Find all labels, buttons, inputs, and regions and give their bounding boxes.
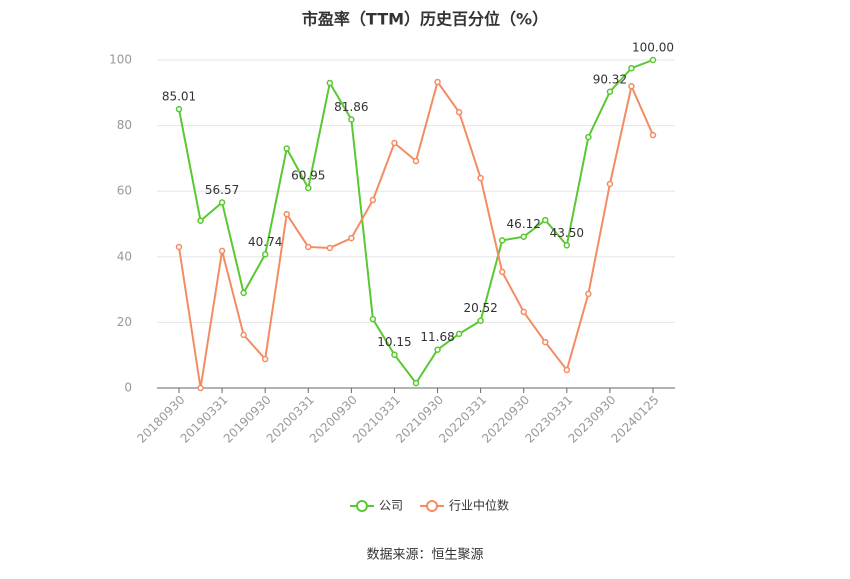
point [283,145,290,152]
data-label: 40.74 [248,235,282,249]
point [649,131,657,139]
point [348,234,355,242]
data-label: 43.50 [550,226,584,240]
point [649,56,657,64]
point [542,338,549,346]
point [455,108,463,116]
y-tick-label: 20 [117,315,132,329]
data-label: 46.12 [507,217,541,231]
point [348,116,355,123]
point [305,184,312,192]
point [261,251,269,258]
point [477,174,484,182]
point [326,244,334,252]
data-label: 85.01 [162,90,196,104]
chart-title: 市盈率（TTM）历史百分位（%） [302,10,548,29]
point [520,308,527,316]
source: 数据来源：恒生聚源 [366,548,483,563]
y-tick-label: 100 [109,53,132,67]
point [606,88,614,96]
data-label: 10.15 [377,335,411,349]
data-label: 81.86 [334,100,368,114]
point [498,268,506,276]
point [326,79,334,87]
legend-marker [356,500,368,512]
point [218,199,226,206]
point [455,330,463,338]
point [240,289,247,297]
data-label: 90.32 [593,72,627,86]
point [563,242,571,249]
point [628,82,635,90]
point [369,315,377,323]
y-tick-label: 60 [117,184,132,198]
point [563,366,571,374]
legend-marker [426,500,438,512]
series-line [178,59,654,385]
point [585,133,592,141]
point [412,157,420,165]
point [369,196,377,204]
point [520,233,527,240]
point [542,216,549,224]
point [175,243,183,251]
point [261,355,269,363]
y-tick-label: 40 [117,249,132,263]
point [477,317,484,324]
point [606,180,614,188]
legend-label: 公司 [379,499,403,513]
data-label: 100.00 [632,41,674,55]
y-tick-label: 80 [117,118,132,132]
point [197,384,204,392]
y-tick-label: 0 [124,381,132,395]
data-label: 11.68 [420,330,454,344]
point [628,64,635,72]
point [240,331,247,339]
point [391,139,398,147]
data-label: 56.57 [205,183,239,197]
point [391,351,398,358]
point [175,105,183,113]
point [283,210,290,218]
point [434,346,441,353]
point [305,243,312,251]
data-label: 20.52 [463,301,497,315]
data-label: 60.95 [291,169,325,183]
point [585,290,592,298]
point [412,379,420,387]
point [218,247,226,255]
legend-label: 行业中位数 [449,498,509,513]
point [434,78,441,86]
point [498,237,506,244]
point [197,217,204,224]
